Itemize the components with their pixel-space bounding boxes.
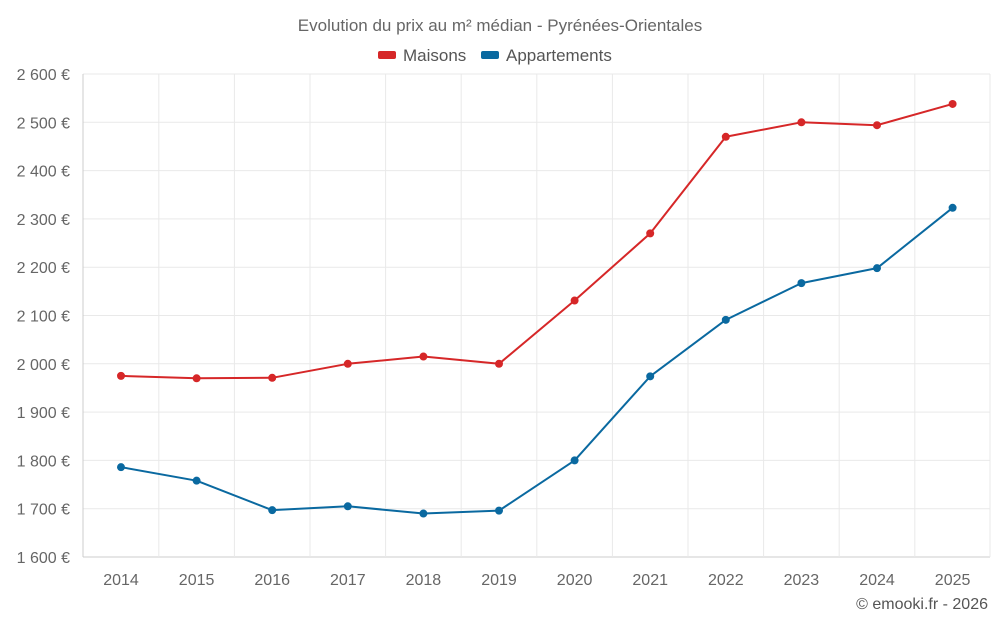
- y-tick-label: 2 300 €: [17, 212, 70, 229]
- y-tick-label: 1 900 €: [17, 405, 70, 422]
- data-point-maisons: [721, 132, 730, 141]
- legend-label-appartements: Appartements: [506, 46, 612, 65]
- x-tick-label: 2023: [784, 572, 820, 589]
- data-point-maisons: [192, 374, 201, 383]
- chart-legend: Maisons Appartements: [378, 46, 612, 65]
- data-point-maisons: [495, 359, 503, 368]
- y-axis: 1 600 € 1 700 € 1 800 € 1 900 € 2 000 € 2 100…: [17, 67, 70, 567]
- y-tick-label: 1 700 €: [17, 502, 70, 519]
- x-tick-label: 2022: [708, 572, 744, 589]
- x-tick-label: 2021: [632, 572, 668, 589]
- y-tick-label: 2 600 €: [17, 67, 70, 84]
- series-line-appartements: [120, 207, 954, 515]
- data-point-maisons: [570, 296, 579, 305]
- data-point-maisons: [646, 229, 655, 238]
- legend-swatch-maisons: [378, 51, 396, 59]
- credit-text: © emooki.fr - 2026: [856, 596, 988, 613]
- y-tick-label: 2 200 €: [17, 260, 70, 277]
- data-point-maisons: [343, 359, 352, 368]
- data-point-appartements: [721, 315, 730, 324]
- grid-lines: [82, 73, 991, 558]
- data-point-appartements: [419, 509, 428, 518]
- x-tick-label: 2020: [557, 572, 593, 589]
- data-point-appartements: [117, 463, 125, 472]
- data-point-appartements: [192, 476, 201, 485]
- data-point-maisons: [873, 121, 881, 130]
- data-point-appartements: [268, 506, 277, 515]
- y-tick-label: 1 800 €: [17, 453, 70, 470]
- data-point-appartements: [797, 279, 806, 288]
- data-point-maisons: [948, 99, 957, 108]
- x-tick-label: 2019: [481, 572, 517, 589]
- y-tick-label: 2 100 €: [17, 309, 70, 326]
- x-tick-label: 2024: [859, 572, 895, 589]
- series-layer: [117, 99, 957, 518]
- legend-label-maisons: Maisons: [403, 46, 466, 65]
- data-point-appartements: [873, 264, 881, 273]
- data-point-appartements: [948, 203, 957, 212]
- y-tick-label: 2 500 €: [17, 115, 70, 132]
- data-point-appartements: [343, 502, 352, 511]
- y-tick-label: 1 600 €: [17, 550, 70, 567]
- x-tick-label: 2015: [179, 572, 215, 589]
- data-point-maisons: [797, 118, 806, 127]
- data-point-appartements: [495, 506, 503, 515]
- data-point-maisons: [419, 352, 428, 361]
- data-point-maisons: [268, 373, 277, 382]
- data-point-maisons: [117, 371, 125, 380]
- chart-title: Evolution du prix au m² médian - Pyrénée…: [298, 16, 702, 35]
- legend-swatch-appartements: [481, 51, 499, 59]
- x-tick-label: 2018: [406, 572, 442, 589]
- x-axis: 2014 2015 2016 2017 2018 2019 2020 2021 2022 2023…: [103, 572, 970, 589]
- x-tick-label: 2014: [103, 572, 139, 589]
- x-tick-label: 2017: [330, 572, 366, 589]
- data-point-appartements: [646, 372, 655, 381]
- data-point-appartements: [570, 456, 579, 465]
- series-line-maisons: [120, 102, 953, 380]
- y-tick-label: 2 400 €: [17, 164, 70, 181]
- x-tick-label: 2025: [935, 572, 971, 589]
- y-tick-label: 2 000 €: [17, 357, 70, 374]
- x-tick-label: 2016: [254, 572, 290, 589]
